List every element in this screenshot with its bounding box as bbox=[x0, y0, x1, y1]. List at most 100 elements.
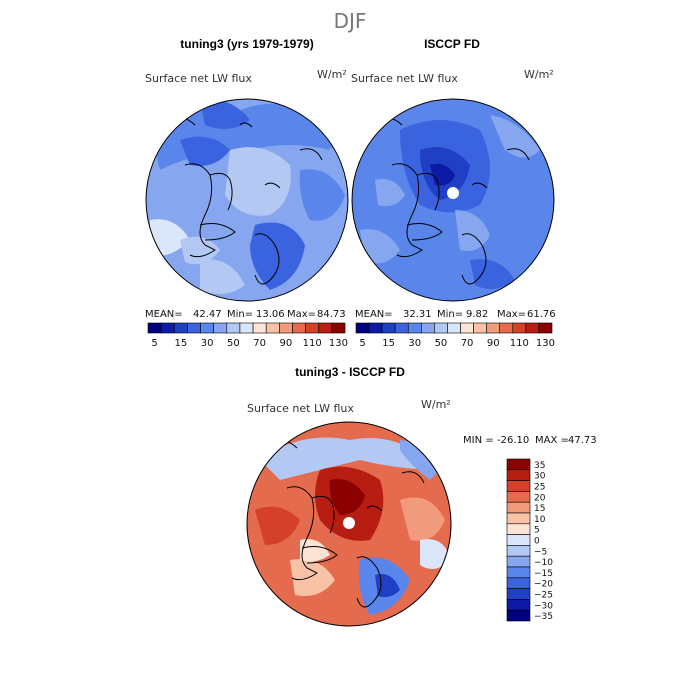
right-mean-value: 32.31 bbox=[403, 309, 432, 320]
right-units: W/m² bbox=[524, 68, 554, 81]
map-left-boundary bbox=[145, 98, 349, 302]
right-mean-label: MEAN= bbox=[355, 309, 393, 320]
diff-max-value: 47.73 bbox=[568, 435, 597, 446]
colorbar-right-swatch bbox=[447, 322, 461, 334]
colorbar-left: 5 15 30 50 70 90 110 130 bbox=[147, 322, 348, 349]
colorbar-left-swatch bbox=[173, 322, 188, 334]
colorbar-diff-tick-label: 5 bbox=[534, 526, 540, 536]
colorbar-right-tick-label: 30 bbox=[408, 338, 421, 349]
colorbar-right-tick-label: 5 bbox=[359, 338, 365, 349]
colorbar-diff-tick-label: −25 bbox=[534, 591, 553, 601]
colorbar-left-tick-label: 5 bbox=[151, 338, 157, 349]
colorbar-diff-swatch bbox=[506, 469, 531, 481]
colorbar-diff-tick-label: −15 bbox=[534, 569, 553, 579]
colorbar-left-swatch bbox=[292, 322, 306, 334]
colorbar-diff-tick-label: 35 bbox=[534, 461, 545, 471]
colorbar-right-swatch bbox=[394, 322, 409, 334]
colorbar-diff-tick-label: 0 bbox=[534, 537, 540, 547]
diff-field-label: Surface net LW flux bbox=[247, 402, 354, 415]
colorbar-right-swatch bbox=[512, 322, 527, 334]
map-left bbox=[145, 98, 349, 302]
colorbar-diff-tick-label: 15 bbox=[534, 504, 545, 514]
colorbar-diff-tick-label: −5 bbox=[534, 547, 547, 557]
colorbar-diff-tick-label: 10 bbox=[534, 515, 546, 525]
left-max-label: Max= bbox=[287, 309, 316, 320]
colorbar-diff-swatch bbox=[506, 491, 531, 503]
panel-left-title: tuning3 (yrs 1979-1979) bbox=[180, 37, 313, 51]
colorbar-left-swatch bbox=[160, 322, 175, 334]
colorbar-diff-tick-label: −30 bbox=[534, 601, 553, 611]
map-left-contours bbox=[146, 99, 345, 294]
colorbar-diff-swatch bbox=[506, 577, 531, 589]
colorbar-right-swatch bbox=[460, 322, 474, 334]
left-mean-value: 42.47 bbox=[193, 309, 222, 320]
colorbar-diff-swatch bbox=[506, 480, 531, 492]
right-min-value: 9.82 bbox=[466, 309, 488, 320]
colorbar-diff-swatch bbox=[506, 555, 531, 568]
colorbar-right-swatch bbox=[407, 322, 422, 334]
map-diff-boundary bbox=[246, 421, 452, 627]
panel-diff-title: tuning3 - ISCCP FD bbox=[295, 365, 405, 379]
colorbar-diff-swatch bbox=[506, 545, 531, 557]
left-units: W/m² bbox=[317, 68, 347, 81]
colorbar-left-swatch bbox=[252, 322, 267, 334]
colorbar-diff-swatch bbox=[506, 609, 531, 622]
colorbar-left-swatch bbox=[305, 322, 320, 334]
colorbar-diff-tick-label: −20 bbox=[534, 580, 553, 590]
colorbar-left-tick-label: 15 bbox=[174, 338, 187, 349]
map-diff-contours bbox=[255, 437, 450, 615]
left-max-value: 84.73 bbox=[317, 309, 346, 320]
colorbar-diff-tick-label: −10 bbox=[534, 558, 553, 568]
colorbar-diff-swatch bbox=[506, 458, 531, 471]
panel-right-title: ISCCP FD bbox=[424, 37, 480, 51]
colorbar-left-tick-label: 130 bbox=[329, 338, 348, 349]
right-stats: MEAN= 32.31 Min= 9.82 Max= 61.76 bbox=[355, 309, 556, 320]
colorbar-diff-tick-label: 20 bbox=[534, 493, 546, 503]
colorbar-diff-tick-label: 30 bbox=[534, 472, 546, 482]
colorbar-left-swatch bbox=[331, 322, 346, 334]
left-min-value: 13.06 bbox=[256, 309, 285, 320]
colorbar-diff-swatch bbox=[506, 523, 531, 535]
right-max-label: Max= bbox=[497, 309, 526, 320]
map-right-coastlines bbox=[381, 117, 530, 285]
colorbar-diff-swatch bbox=[506, 599, 531, 611]
colorbar-left-swatch bbox=[318, 322, 333, 334]
colorbar-left-tick-label: 70 bbox=[253, 338, 266, 349]
right-min-label: Min= bbox=[437, 309, 463, 320]
map-right-pole-mask bbox=[447, 187, 459, 199]
colorbar-left-swatch bbox=[187, 322, 201, 334]
left-min-label: Min= bbox=[227, 309, 253, 320]
diff-min-value: -26.10 bbox=[497, 435, 529, 446]
season-title: DJF bbox=[334, 9, 367, 33]
left-stats: MEAN= 42.47 Min= 13.06 Max= 84.73 bbox=[145, 309, 346, 320]
map-diff-pole-mask bbox=[343, 517, 355, 529]
colorbar-left-tick-label: 30 bbox=[201, 338, 214, 349]
map-right-contours bbox=[360, 115, 540, 289]
colorbar-diff-swatch bbox=[506, 588, 531, 600]
colorbar-diff-tick-label: −35 bbox=[534, 612, 553, 622]
diff-min-label: MIN = bbox=[463, 435, 494, 446]
colorbar-diff-tick-label: 25 bbox=[534, 483, 545, 493]
diff-max-label: MAX = bbox=[535, 435, 569, 446]
colorbar-left-swatch bbox=[239, 322, 254, 334]
colorbar-right-swatch bbox=[434, 322, 448, 334]
colorbar-right-tick-label: 130 bbox=[536, 338, 555, 349]
colorbar-right-swatch bbox=[381, 322, 396, 334]
colorbar-right-swatch bbox=[486, 322, 501, 334]
colorbar-left-tick-label: 90 bbox=[280, 338, 293, 349]
colorbar-diff-swatch bbox=[506, 534, 531, 546]
colorbar-right-swatch bbox=[538, 322, 553, 334]
left-field-label: Surface net LW flux bbox=[145, 72, 252, 85]
map-diff bbox=[246, 421, 452, 627]
colorbar-right-tick-label: 50 bbox=[435, 338, 448, 349]
colorbar-right-swatch bbox=[525, 322, 540, 334]
colorbar-right-swatch bbox=[368, 322, 383, 334]
left-mean-label: MEAN= bbox=[145, 309, 183, 320]
map-diff-coastlines bbox=[276, 440, 425, 608]
colorbar-left-swatch bbox=[265, 322, 280, 334]
colorbar-right-tick-label: 90 bbox=[487, 338, 500, 349]
right-max-value: 61.76 bbox=[527, 309, 556, 320]
colorbar-right-swatch bbox=[421, 322, 435, 334]
